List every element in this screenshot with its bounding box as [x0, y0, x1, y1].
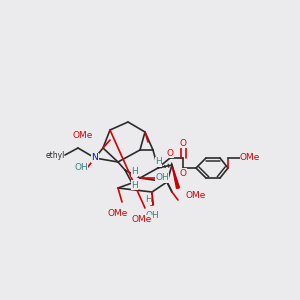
Text: O: O	[179, 139, 187, 148]
Polygon shape	[172, 165, 179, 188]
Text: OH: OH	[155, 173, 169, 182]
Text: OMe: OMe	[186, 194, 206, 202]
Text: H: H	[131, 181, 138, 190]
Text: H: H	[131, 167, 138, 176]
Text: ethyl: ethyl	[46, 151, 65, 160]
Text: OMe: OMe	[186, 191, 206, 200]
Text: O: O	[167, 148, 173, 158]
Text: OMe: OMe	[73, 130, 93, 140]
Polygon shape	[151, 192, 154, 205]
Text: OMe: OMe	[108, 208, 128, 217]
Text: O: O	[179, 169, 187, 178]
Text: OMe: OMe	[132, 215, 152, 224]
Text: H: H	[145, 196, 152, 205]
Text: OMe: OMe	[108, 208, 128, 217]
Text: OMe: OMe	[73, 130, 93, 140]
Text: OMe: OMe	[240, 154, 260, 163]
Text: OMe: OMe	[240, 154, 260, 163]
Text: OH: OH	[145, 211, 159, 220]
Text: OMe: OMe	[132, 215, 152, 224]
Text: N: N	[92, 154, 98, 163]
Text: H: H	[155, 158, 162, 166]
Text: OH: OH	[74, 164, 88, 172]
